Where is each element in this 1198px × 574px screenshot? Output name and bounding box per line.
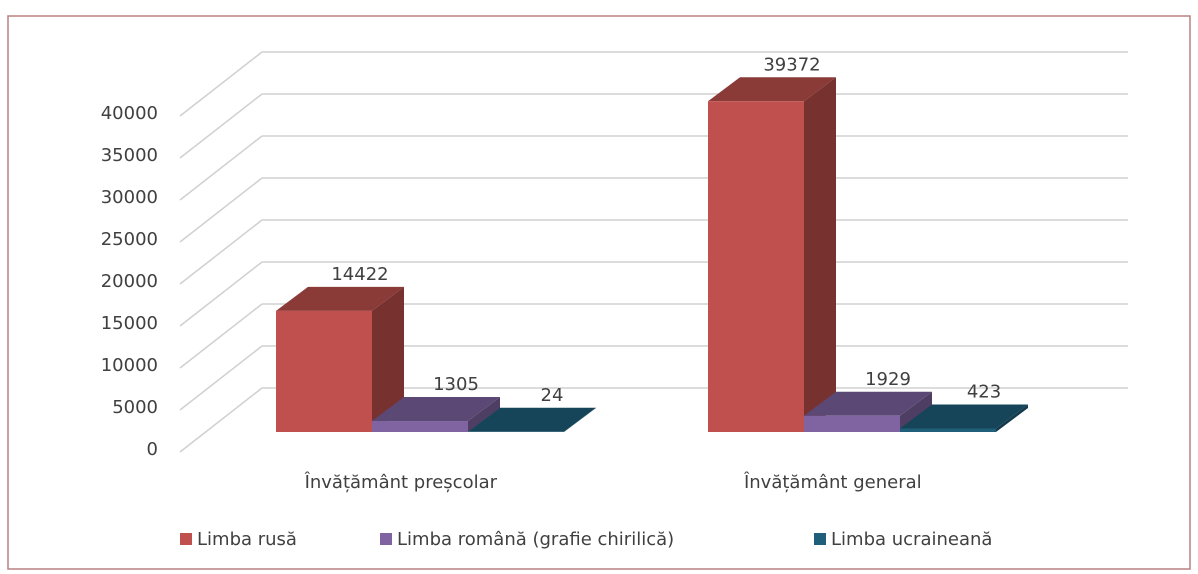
y-tick-label: 15000 bbox=[101, 313, 158, 334]
data-label: 24 bbox=[541, 385, 564, 406]
y-tick-label: 10000 bbox=[101, 355, 158, 376]
data-label: 1929 bbox=[865, 369, 911, 390]
y-tick-label: 30000 bbox=[101, 187, 158, 208]
legend-label: Limba română (grafie chirilică) bbox=[397, 529, 674, 550]
data-label: 423 bbox=[967, 381, 1001, 402]
bar bbox=[708, 101, 804, 432]
legend-label: Limba rusă bbox=[197, 529, 297, 550]
y-tick-label: 40000 bbox=[101, 103, 158, 124]
y-tick-label: 20000 bbox=[101, 271, 158, 292]
bar bbox=[900, 428, 996, 432]
y-tick-label: 25000 bbox=[101, 229, 158, 250]
legend-label: Limba ucraineană bbox=[831, 529, 992, 550]
y-tick-label: 35000 bbox=[101, 145, 158, 166]
legend-swatch bbox=[814, 533, 826, 545]
data-label: 14422 bbox=[331, 264, 388, 285]
legend-swatch bbox=[180, 533, 192, 545]
chart-frame bbox=[8, 16, 1190, 569]
bar-side bbox=[804, 77, 836, 432]
x-tick-label: Învățământ preșcolar bbox=[304, 471, 498, 493]
data-label: 39372 bbox=[763, 54, 820, 75]
x-tick-label: Învățământ general bbox=[743, 471, 922, 493]
bar bbox=[372, 421, 468, 432]
legend-swatch bbox=[380, 533, 392, 545]
y-tick-label: 0 bbox=[147, 439, 158, 460]
bar bbox=[804, 416, 900, 432]
bar bbox=[276, 311, 372, 432]
y-tick-label: 5000 bbox=[112, 397, 158, 418]
data-label: 1305 bbox=[433, 374, 479, 395]
